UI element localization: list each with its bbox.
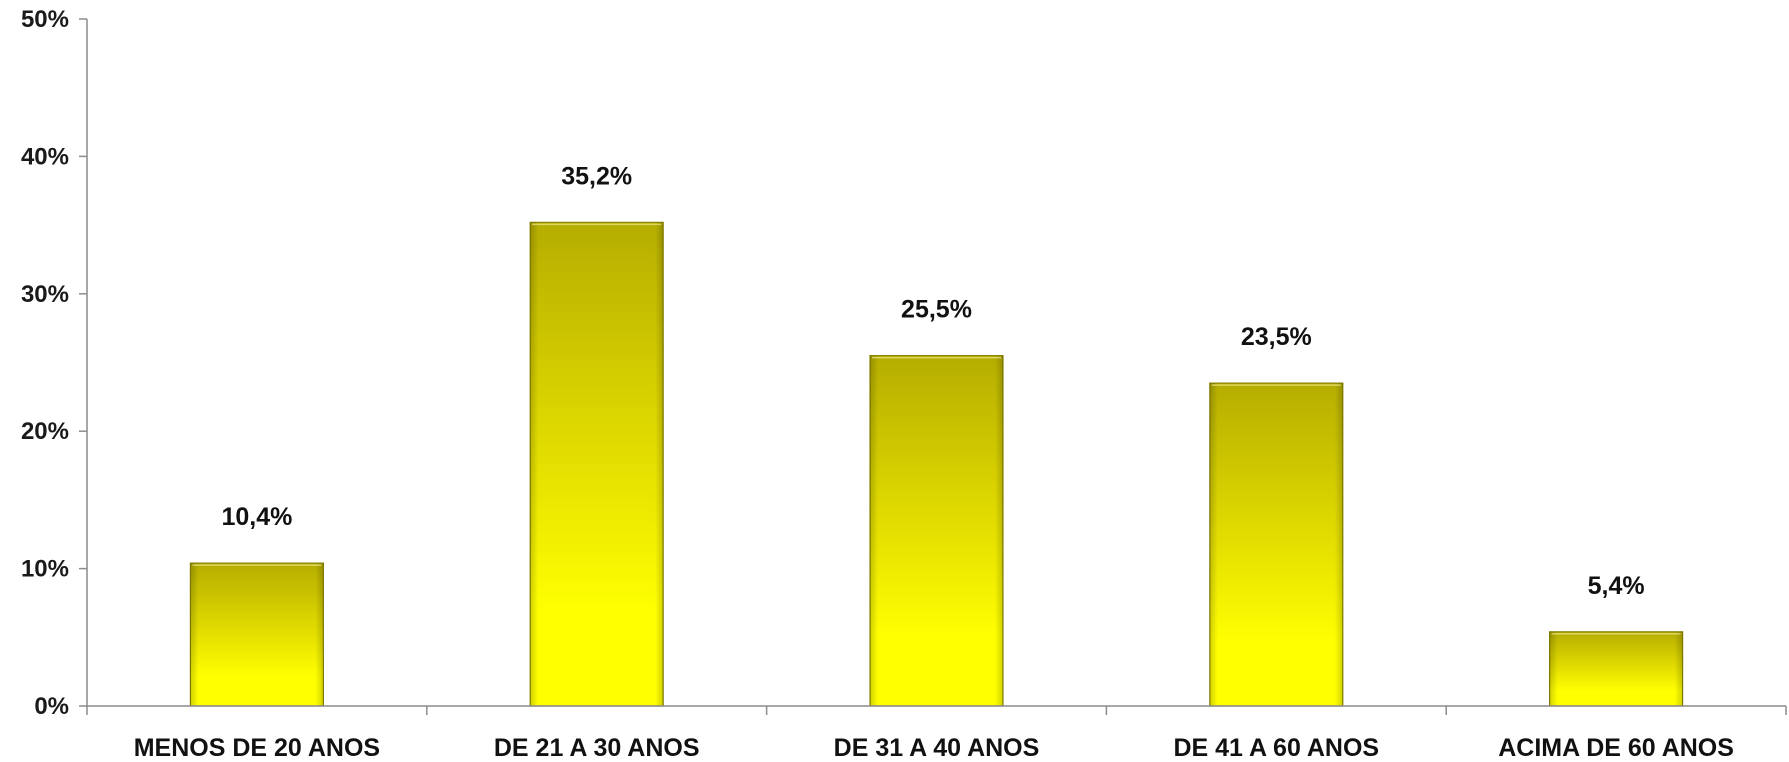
data-label: 23,5% bbox=[1241, 323, 1312, 351]
x-axis-labels: MENOS DE 20 ANOS DE 21 A 30 ANOS DE 31 A 4… bbox=[134, 734, 1734, 762]
x-category-label: ACIMA DE 60 ANOS bbox=[1498, 734, 1734, 762]
x-category-label: DE 41 A 60 ANOS bbox=[1173, 734, 1379, 762]
data-label: 5,4% bbox=[1588, 572, 1645, 600]
y-axis-ticks: 0% 10% 20% 30% 40% 50% bbox=[21, 6, 87, 720]
bar-shading bbox=[530, 222, 664, 707]
y-tick-label: 50% bbox=[21, 6, 69, 33]
bar-shading bbox=[1209, 383, 1343, 706]
data-labels: 10,4% 35,2% 25,5% 23,5% 5,4% bbox=[221, 162, 1644, 599]
y-tick-label: 40% bbox=[21, 143, 69, 170]
x-category-label: DE 31 A 40 ANOS bbox=[834, 734, 1040, 762]
bar-shading bbox=[190, 563, 324, 706]
y-tick-label: 30% bbox=[21, 281, 69, 308]
axes bbox=[86, 19, 1787, 715]
data-label: 35,2% bbox=[561, 162, 632, 190]
y-tick-label: 10% bbox=[21, 556, 69, 583]
x-category-label: DE 21 A 30 ANOS bbox=[494, 734, 700, 762]
x-category-label: MENOS DE 20 ANOS bbox=[134, 734, 380, 762]
bar-shading bbox=[870, 355, 1003, 706]
y-tick-label: 20% bbox=[21, 418, 69, 445]
data-label: 10,4% bbox=[221, 503, 292, 531]
bars bbox=[189, 221, 1684, 707]
y-tick-label: 0% bbox=[34, 693, 69, 720]
bar-shading bbox=[1549, 631, 1683, 706]
data-label: 25,5% bbox=[901, 296, 972, 324]
